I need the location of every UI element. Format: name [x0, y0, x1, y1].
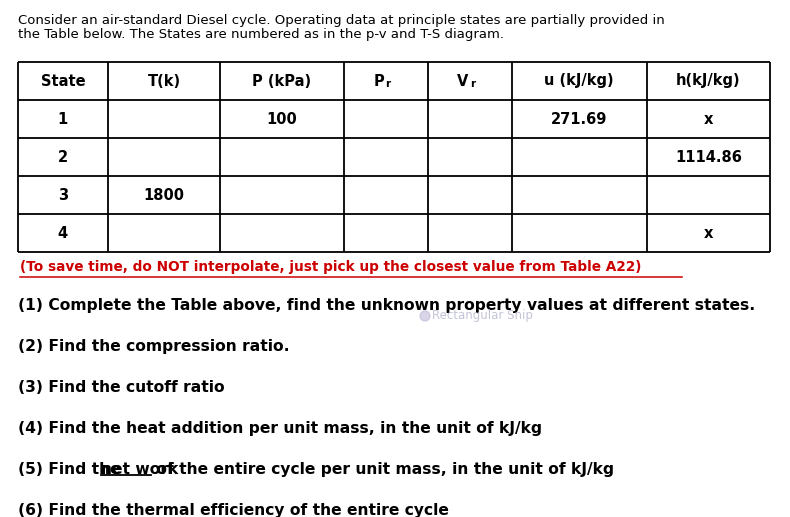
Text: r: r — [470, 79, 475, 89]
Text: r: r — [386, 79, 391, 89]
Text: Consider an air-standard Diesel cycle. Operating data at principle states are pa: Consider an air-standard Diesel cycle. O… — [18, 14, 664, 27]
Text: 4: 4 — [58, 225, 68, 240]
Text: 271.69: 271.69 — [551, 112, 608, 127]
Text: the Table below. The States are numbered as in the p-v and T-S diagram.: the Table below. The States are numbered… — [18, 28, 504, 41]
Text: State: State — [40, 73, 85, 88]
Text: Rectangular Snip: Rectangular Snip — [432, 310, 533, 323]
Text: x: x — [704, 112, 713, 127]
Text: x: x — [704, 225, 713, 240]
Text: 100: 100 — [266, 112, 297, 127]
Text: 1114.86: 1114.86 — [675, 149, 742, 164]
Text: T(k): T(k) — [148, 73, 180, 88]
Text: (4) Find the heat addition per unit mass, in the unit of kJ/kg: (4) Find the heat addition per unit mass… — [18, 421, 542, 436]
Text: P: P — [374, 73, 385, 88]
Text: 3: 3 — [58, 188, 68, 203]
Text: 1800: 1800 — [144, 188, 184, 203]
Text: (6) Find the thermal efficiency of the entire cycle: (6) Find the thermal efficiency of the e… — [18, 503, 449, 517]
Text: (1) Complete the Table above, find the unknown property values at different stat: (1) Complete the Table above, find the u… — [18, 298, 755, 313]
Text: (2) Find the compression ratio.: (2) Find the compression ratio. — [18, 339, 290, 354]
Text: P (kPa): P (kPa) — [252, 73, 311, 88]
Text: h(kJ/kg): h(kJ/kg) — [676, 73, 740, 88]
Text: (5) Find the: (5) Find the — [18, 462, 126, 477]
Text: (3) Find the cutoff ratio: (3) Find the cutoff ratio — [18, 380, 224, 395]
Text: of the entire cycle per unit mass, in the unit of kJ/kg: of the entire cycle per unit mass, in th… — [152, 462, 615, 477]
Text: net work: net work — [100, 462, 178, 477]
Text: (To save time, do NOT interpolate, just pick up the closest value from Table A22: (To save time, do NOT interpolate, just … — [20, 260, 641, 274]
Text: u (kJ/kg): u (kJ/kg) — [544, 73, 614, 88]
Text: 2: 2 — [58, 149, 68, 164]
Text: 1: 1 — [58, 112, 68, 127]
Circle shape — [420, 311, 430, 321]
Text: V: V — [457, 73, 468, 88]
